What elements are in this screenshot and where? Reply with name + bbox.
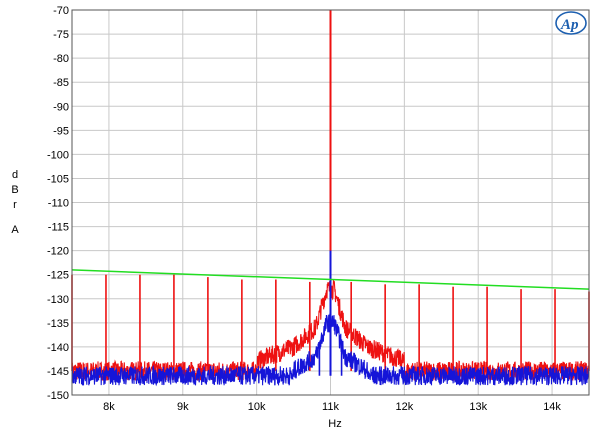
y-tick-label: -105 [47,173,69,185]
y-axis-label-line-5: A [11,224,19,236]
y-tick-label: -80 [53,53,69,65]
x-tick-label: 8k [103,401,115,413]
y-tick-label: -120 [47,246,69,258]
plot-frame [71,9,590,396]
x-tick-label: 11k [322,401,339,413]
x-tick-label: 14k [543,401,561,413]
y-axis-label-line-2: B [11,184,19,196]
y-tick-label: -85 [53,77,69,89]
y-tick-label: -70 [53,5,69,17]
y-tick-label: -150 [47,390,69,402]
y-tick-label: -130 [47,294,69,306]
y-tick-label: -110 [48,198,69,210]
y-tick-labels: -70 -75 -80 -85 -90 -95 -100 -105 -110 -115 -120 -1… [47,5,69,402]
y-tick-label: -140 [47,342,69,354]
x-tick-label: 12k [395,401,413,413]
x-tick-label: 13k [469,401,487,413]
y-axis-label-line-3: r [13,199,17,211]
y-tick-label: -125 [47,270,69,282]
y-tick-label: -100 [47,149,69,161]
x-tick-label: 10k [248,401,266,413]
y-tick-label: -145 [47,366,69,378]
ap-logo-ring [555,11,587,35]
y-tick-label: -115 [48,222,69,234]
ap-logo-text: Ap [560,17,579,33]
ap-logo: Ap [555,11,587,35]
y-tick-label: -75 [53,29,69,41]
y-axis-label-line-1: d [11,169,19,181]
series-line-green [71,269,590,290]
x-tick-labels: 8k 9k 10k 11k 12k 13k 14k [103,401,561,413]
y-tick-label: -90 [53,101,69,113]
x-tick-label: 9k [177,401,189,413]
y-tick-label: -95 [53,125,69,137]
x-axis-label: Hz [328,418,342,430]
y-tick-label: -135 [47,318,69,330]
